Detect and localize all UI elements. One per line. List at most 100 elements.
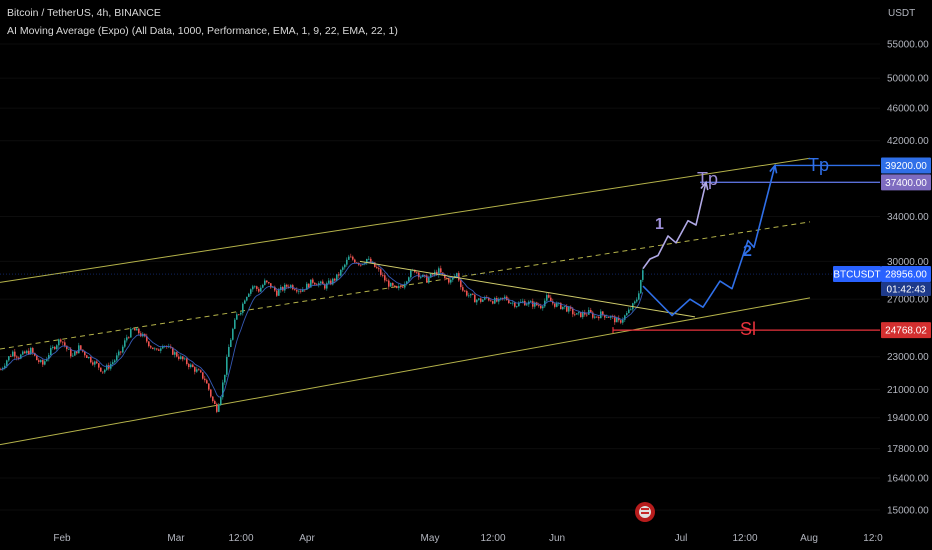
candle <box>188 364 190 368</box>
candle <box>576 313 578 315</box>
candle <box>122 346 124 353</box>
candle <box>260 287 262 292</box>
candle <box>266 280 268 283</box>
candle <box>418 272 420 278</box>
candle <box>582 312 584 318</box>
grid-layer <box>0 43 880 511</box>
candle <box>94 361 96 365</box>
candle <box>562 306 564 310</box>
candle <box>274 286 276 291</box>
price-tick-label: 30000.00 <box>887 257 929 268</box>
candle <box>32 348 34 353</box>
candle <box>400 286 402 287</box>
candle <box>254 286 256 288</box>
candle <box>100 367 102 372</box>
candle <box>586 314 588 316</box>
candle <box>76 351 78 354</box>
candle <box>256 286 258 289</box>
candle <box>630 309 632 311</box>
candle <box>150 346 152 348</box>
candle <box>420 276 422 278</box>
candle <box>636 299 638 302</box>
candle <box>196 369 198 372</box>
candle <box>58 339 60 346</box>
candle <box>638 293 640 300</box>
candle <box>572 308 574 315</box>
candle <box>408 277 410 282</box>
candle <box>474 294 476 303</box>
candle <box>276 290 278 296</box>
candle <box>172 347 174 355</box>
candle <box>518 302 520 307</box>
scenario-1-path[interactable] <box>642 182 707 270</box>
candle <box>202 372 204 379</box>
scenario-2-path[interactable] <box>642 165 776 317</box>
price-axis[interactable]: USDT 55000.00 50000.00 46000.00 42000.00 3400… <box>887 8 929 517</box>
candle <box>480 298 482 302</box>
candle <box>176 352 178 357</box>
candle <box>626 313 628 316</box>
candle <box>544 300 546 307</box>
channel-lower-line[interactable] <box>0 297 811 446</box>
level-lines[interactable] <box>0 164 880 334</box>
candle <box>56 345 58 350</box>
candle <box>444 274 446 279</box>
last-price-badge-bg <box>881 266 931 282</box>
tp-purple-label: Tp <box>697 169 718 189</box>
candle <box>258 288 260 292</box>
candle <box>468 295 470 297</box>
candle <box>606 317 608 318</box>
candle <box>306 283 308 290</box>
candle <box>526 304 528 306</box>
time-tick-label: 12:00 <box>732 533 757 544</box>
candle <box>190 364 192 368</box>
candle <box>560 302 562 310</box>
price-tick-label: 15000.00 <box>887 506 929 517</box>
candle <box>592 312 594 318</box>
candle <box>568 306 570 312</box>
candle <box>60 339 62 342</box>
price-tick-label: 17800.00 <box>887 444 929 455</box>
candle <box>344 264 346 268</box>
scenario-paths[interactable] <box>642 163 778 317</box>
candle <box>584 312 586 315</box>
candle <box>334 278 336 281</box>
flag-stripe <box>641 512 649 514</box>
candle <box>12 351 14 357</box>
candle <box>492 301 494 304</box>
channel-upper-line[interactable] <box>0 157 811 283</box>
candle <box>208 383 210 390</box>
trendline[interactable] <box>359 260 696 318</box>
candle <box>250 289 252 294</box>
candle <box>348 256 350 260</box>
candle <box>438 268 440 275</box>
candle <box>416 272 418 274</box>
candle <box>490 300 492 302</box>
candle <box>286 284 288 287</box>
candle <box>570 306 572 309</box>
economic-event-icon[interactable] <box>635 502 655 522</box>
candle <box>228 347 230 357</box>
candle <box>462 287 464 291</box>
candle <box>26 350 28 354</box>
candle <box>224 374 226 383</box>
candle <box>102 371 104 373</box>
descending-trendline[interactable] <box>359 260 696 318</box>
candle <box>332 278 334 285</box>
price-tick-label: 19400.00 <box>887 413 929 424</box>
candle <box>212 396 214 402</box>
tp-purple-price-badge: 37400.00 <box>885 178 927 189</box>
candle <box>236 314 238 320</box>
candle <box>530 301 532 303</box>
candle <box>204 378 206 381</box>
candle <box>184 358 186 360</box>
candle <box>424 274 426 276</box>
scenario-2-label: 2 <box>743 243 752 260</box>
candle <box>452 277 454 280</box>
time-axis[interactable]: Feb Mar 12:00 Apr May 12:00 Jun Jul 12:00 Aug 12:0 <box>53 533 883 544</box>
candle <box>72 355 74 357</box>
stop-loss-price-badge-bg <box>881 322 931 339</box>
candle <box>74 351 76 356</box>
candle <box>398 286 400 289</box>
